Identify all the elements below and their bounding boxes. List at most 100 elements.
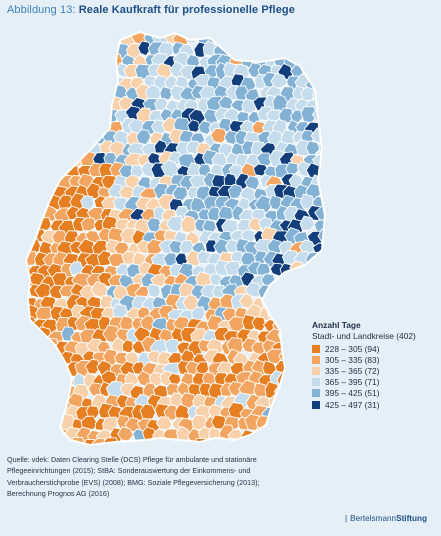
district-region [26, 86, 43, 103]
district-region [251, 33, 267, 47]
district-region [26, 139, 38, 157]
district-region [36, 87, 54, 103]
district-region [304, 251, 323, 268]
district-region [31, 74, 51, 93]
legend-item: 305 – 335 (83) [312, 354, 416, 365]
district-region [26, 362, 38, 379]
district-region [289, 41, 305, 59]
district-region [284, 33, 300, 47]
district-region [48, 108, 65, 125]
district-region [319, 117, 325, 135]
district-region [79, 128, 99, 146]
district-region [26, 242, 28, 258]
district-region [40, 424, 60, 443]
district-region [287, 283, 304, 299]
district-region [313, 285, 325, 302]
district-region [269, 32, 287, 37]
district-region [36, 414, 52, 432]
district-region [323, 218, 325, 235]
district-region [286, 316, 305, 335]
district-region [26, 75, 37, 93]
district-region [48, 392, 66, 410]
district-region [83, 76, 103, 93]
district-region [302, 32, 317, 33]
district-region [26, 393, 31, 408]
district-region [42, 32, 60, 49]
district-region [277, 417, 294, 433]
district-region [26, 416, 31, 434]
district-region [315, 76, 325, 92]
district-region [150, 273, 168, 288]
legend-swatch [312, 355, 320, 364]
district-region [148, 437, 165, 445]
district-region [310, 32, 325, 39]
district-region [305, 54, 323, 72]
district-region [97, 32, 116, 49]
district-region [60, 42, 76, 59]
district-region [268, 41, 283, 56]
district-region [26, 62, 44, 81]
district-region [326, 174, 340, 187]
district-region [55, 97, 73, 116]
district-region [210, 127, 228, 144]
district-region [256, 41, 274, 57]
district-region [197, 120, 212, 136]
district-region [59, 86, 76, 102]
district-region [323, 107, 325, 121]
district-region [318, 99, 325, 115]
district-region [69, 41, 89, 58]
district-region [172, 186, 189, 202]
district-region [26, 65, 33, 81]
district-region [26, 152, 42, 168]
district-region [145, 32, 163, 36]
legend-item-label: 335 – 365 (72) [325, 365, 380, 376]
district-region [31, 142, 49, 158]
district-region [95, 97, 111, 112]
logo-text-part1: Bertelsmann [350, 514, 397, 523]
district-region [86, 98, 103, 115]
district-region [306, 294, 322, 310]
district-region [289, 350, 308, 367]
district-region [26, 328, 29, 342]
district-region [34, 64, 53, 82]
district-region [58, 130, 77, 146]
district-region [30, 404, 45, 420]
district-region [44, 404, 60, 423]
district-region [202, 32, 220, 40]
district-region [26, 85, 35, 102]
district-region [69, 126, 89, 144]
map-legend: Anzahl Tage Stadt- und Landkreise (402) … [312, 320, 416, 410]
district-region [326, 196, 340, 209]
district-region [30, 117, 48, 135]
district-region [264, 439, 283, 445]
district-region [94, 32, 109, 34]
district-region [26, 32, 45, 34]
source-line: Quelle: vdek: Daten Clearing Stelle (DCS… [7, 455, 257, 464]
source-line: Verbraucherstichprobe (EVS) (2008); BMG:… [7, 477, 260, 487]
district-region [302, 284, 318, 299]
district-region [26, 172, 45, 189]
district-region [205, 239, 219, 253]
district-region [293, 297, 312, 312]
district-region [31, 163, 46, 177]
district-region [318, 249, 325, 267]
district-region [35, 130, 53, 145]
district-region [287, 393, 306, 411]
district-region [26, 305, 31, 320]
district-region [280, 394, 297, 410]
district-region [54, 54, 70, 69]
district-region [31, 428, 49, 445]
district-region [80, 87, 96, 102]
district-region [26, 186, 37, 202]
legend-item: 395 – 425 (51) [312, 388, 416, 399]
district-region [26, 55, 38, 71]
district-region [323, 260, 325, 278]
district-region [26, 394, 46, 413]
district-region [319, 438, 325, 445]
district-region [80, 415, 99, 431]
district-region [300, 416, 318, 434]
district-region [255, 32, 276, 37]
district-region [228, 32, 245, 47]
bertelsmann-stiftung-logo: | BertelsmannStiftung [345, 514, 427, 523]
district-region [59, 32, 78, 37]
